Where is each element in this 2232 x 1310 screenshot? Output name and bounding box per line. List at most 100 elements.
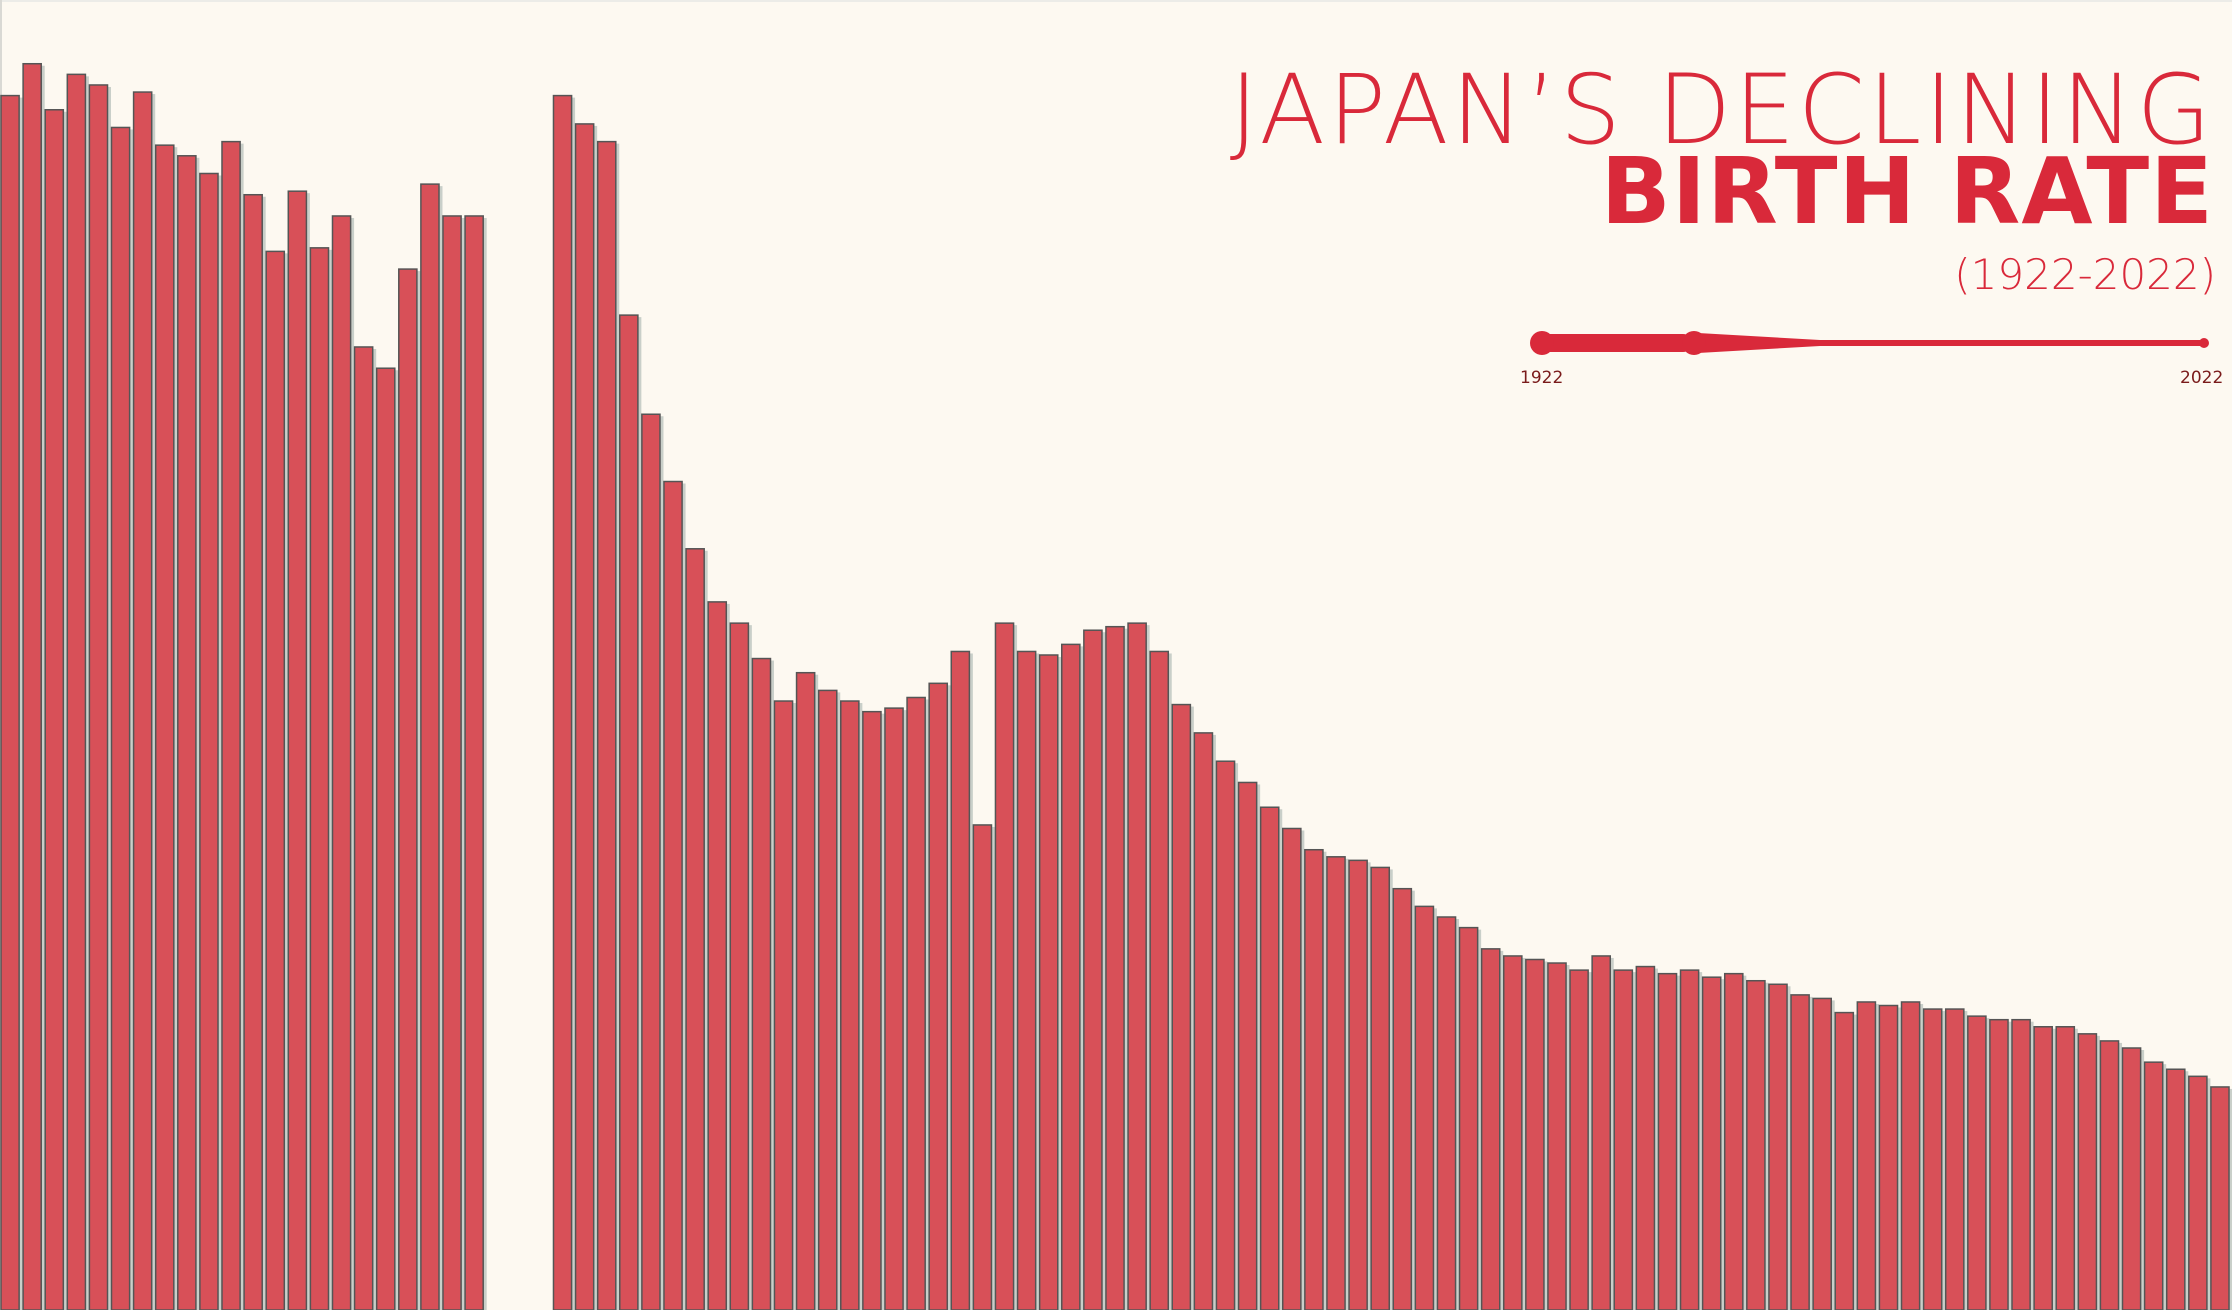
bar-1963[interactable] [906,696,926,1310]
bar-1927[interactable] [110,126,131,1310]
bar-2002[interactable] [1768,983,1788,1310]
bar-1959[interactable] [817,689,838,1310]
bar-1926[interactable] [88,84,109,1310]
bar-2019[interactable] [2143,1061,2164,1310]
bar-1931[interactable] [199,172,219,1310]
bar-1957[interactable] [773,700,794,1310]
bar-2020[interactable] [2165,1068,2186,1310]
bar-1982[interactable] [1326,856,1346,1310]
bar-2007[interactable] [1878,1004,1899,1310]
bar-1962[interactable] [884,707,904,1310]
bar-1975[interactable] [1171,703,1192,1310]
bar-1985[interactable] [1392,887,1413,1310]
bar-2001[interactable] [1746,979,1766,1310]
bar-1993[interactable] [1569,969,1589,1310]
bar-1955[interactable] [729,622,750,1310]
bar-1960[interactable] [840,700,860,1310]
bar-1996[interactable] [1635,965,1656,1310]
bar-2004[interactable] [1812,997,1832,1310]
bar-1937[interactable] [331,215,352,1310]
bar-1974[interactable] [1149,650,1170,1310]
bar-1934[interactable] [265,250,286,1310]
bar-1954[interactable] [707,601,728,1310]
bar-1995[interactable] [1613,969,1634,1310]
bar-1987[interactable] [1436,916,1457,1310]
bar-1940[interactable] [398,268,418,1310]
bar-2005[interactable] [1834,1011,1855,1310]
bar-1943[interactable] [464,215,484,1310]
bar-1970[interactable] [1061,643,1081,1310]
bar-2003[interactable] [1790,994,1810,1310]
bar-1967[interactable] [994,622,1015,1310]
bar-1992[interactable] [1547,962,1567,1310]
bar-1923[interactable] [22,62,42,1310]
bar-2009[interactable] [1922,1008,1943,1310]
bar-1949[interactable] [596,140,617,1310]
bar-1999[interactable] [1701,976,1722,1310]
bar-1933[interactable] [243,193,263,1310]
bar-1983[interactable] [1348,859,1368,1310]
bar-1942[interactable] [442,215,462,1310]
bar-1968[interactable] [1016,650,1037,1310]
bar-1994[interactable] [1591,955,1612,1310]
bar-1951[interactable] [641,413,661,1310]
bar-1972[interactable] [1105,625,1125,1310]
bar-1986[interactable] [1414,905,1435,1310]
bar-1947[interactable] [552,94,573,1310]
bar-1966[interactable] [972,824,993,1310]
bar-1997[interactable] [1657,972,1678,1310]
bar-1973[interactable] [1127,622,1147,1310]
bar-2012[interactable] [1989,1018,2009,1310]
bar-1958[interactable] [795,671,816,1310]
bar-1964[interactable] [928,682,949,1310]
bar-1956[interactable] [751,657,772,1310]
bar-1976[interactable] [1193,732,1214,1310]
bar-1928[interactable] [132,91,153,1310]
bar-1932[interactable] [221,140,241,1310]
bar-2021[interactable] [2188,1075,2208,1310]
bar-1998[interactable] [1679,969,1700,1310]
bar-1965[interactable] [950,650,971,1310]
bar-1961[interactable] [862,710,882,1310]
bar-1969[interactable] [1038,654,1059,1310]
year-range-slider[interactable] [1520,322,2220,382]
bar-1989[interactable] [1480,948,1501,1310]
slider-mid-handle[interactable] [1682,331,1706,355]
bar-2022[interactable] [2210,1086,2230,1310]
bar-2017[interactable] [2099,1040,2120,1310]
bar-1977[interactable] [1215,760,1236,1310]
bar-2011[interactable] [1967,1015,1987,1310]
bar-1935[interactable] [287,190,308,1310]
bar-1978[interactable] [1237,781,1258,1310]
bar-2006[interactable] [1856,1001,1877,1310]
bar-1941[interactable] [420,183,440,1310]
bar-1948[interactable] [574,123,595,1310]
bar-1936[interactable] [309,247,330,1310]
bar-2013[interactable] [2011,1018,2031,1310]
bar-2010[interactable] [1944,1008,1965,1310]
bar-1984[interactable] [1370,866,1391,1310]
bar-2015[interactable] [2055,1026,2076,1310]
bar-1938[interactable] [353,346,374,1310]
bar-1988[interactable] [1458,926,1479,1310]
bar-1991[interactable] [1525,958,1545,1310]
bar-1950[interactable] [619,314,639,1310]
bar-1929[interactable] [154,144,175,1310]
bar-1939[interactable] [375,367,396,1310]
bar-1925[interactable] [66,73,87,1310]
bar-1952[interactable] [663,480,683,1310]
bar-1924[interactable] [44,109,65,1310]
bar-1953[interactable] [685,548,705,1310]
slider-end-handle[interactable] [2199,338,2209,348]
bar-1980[interactable] [1281,827,1302,1310]
bar-2000[interactable] [1723,972,1744,1310]
bar-1930[interactable] [177,155,197,1310]
bar-1979[interactable] [1259,806,1280,1310]
bar-1922[interactable] [0,94,20,1310]
bar-1990[interactable] [1502,955,1523,1310]
bar-2014[interactable] [2033,1026,2053,1310]
bar-1971[interactable] [1083,629,1103,1310]
bar-2008[interactable] [1900,1001,1921,1310]
bar-2016[interactable] [2077,1033,2098,1310]
bar-1981[interactable] [1304,848,1324,1310]
